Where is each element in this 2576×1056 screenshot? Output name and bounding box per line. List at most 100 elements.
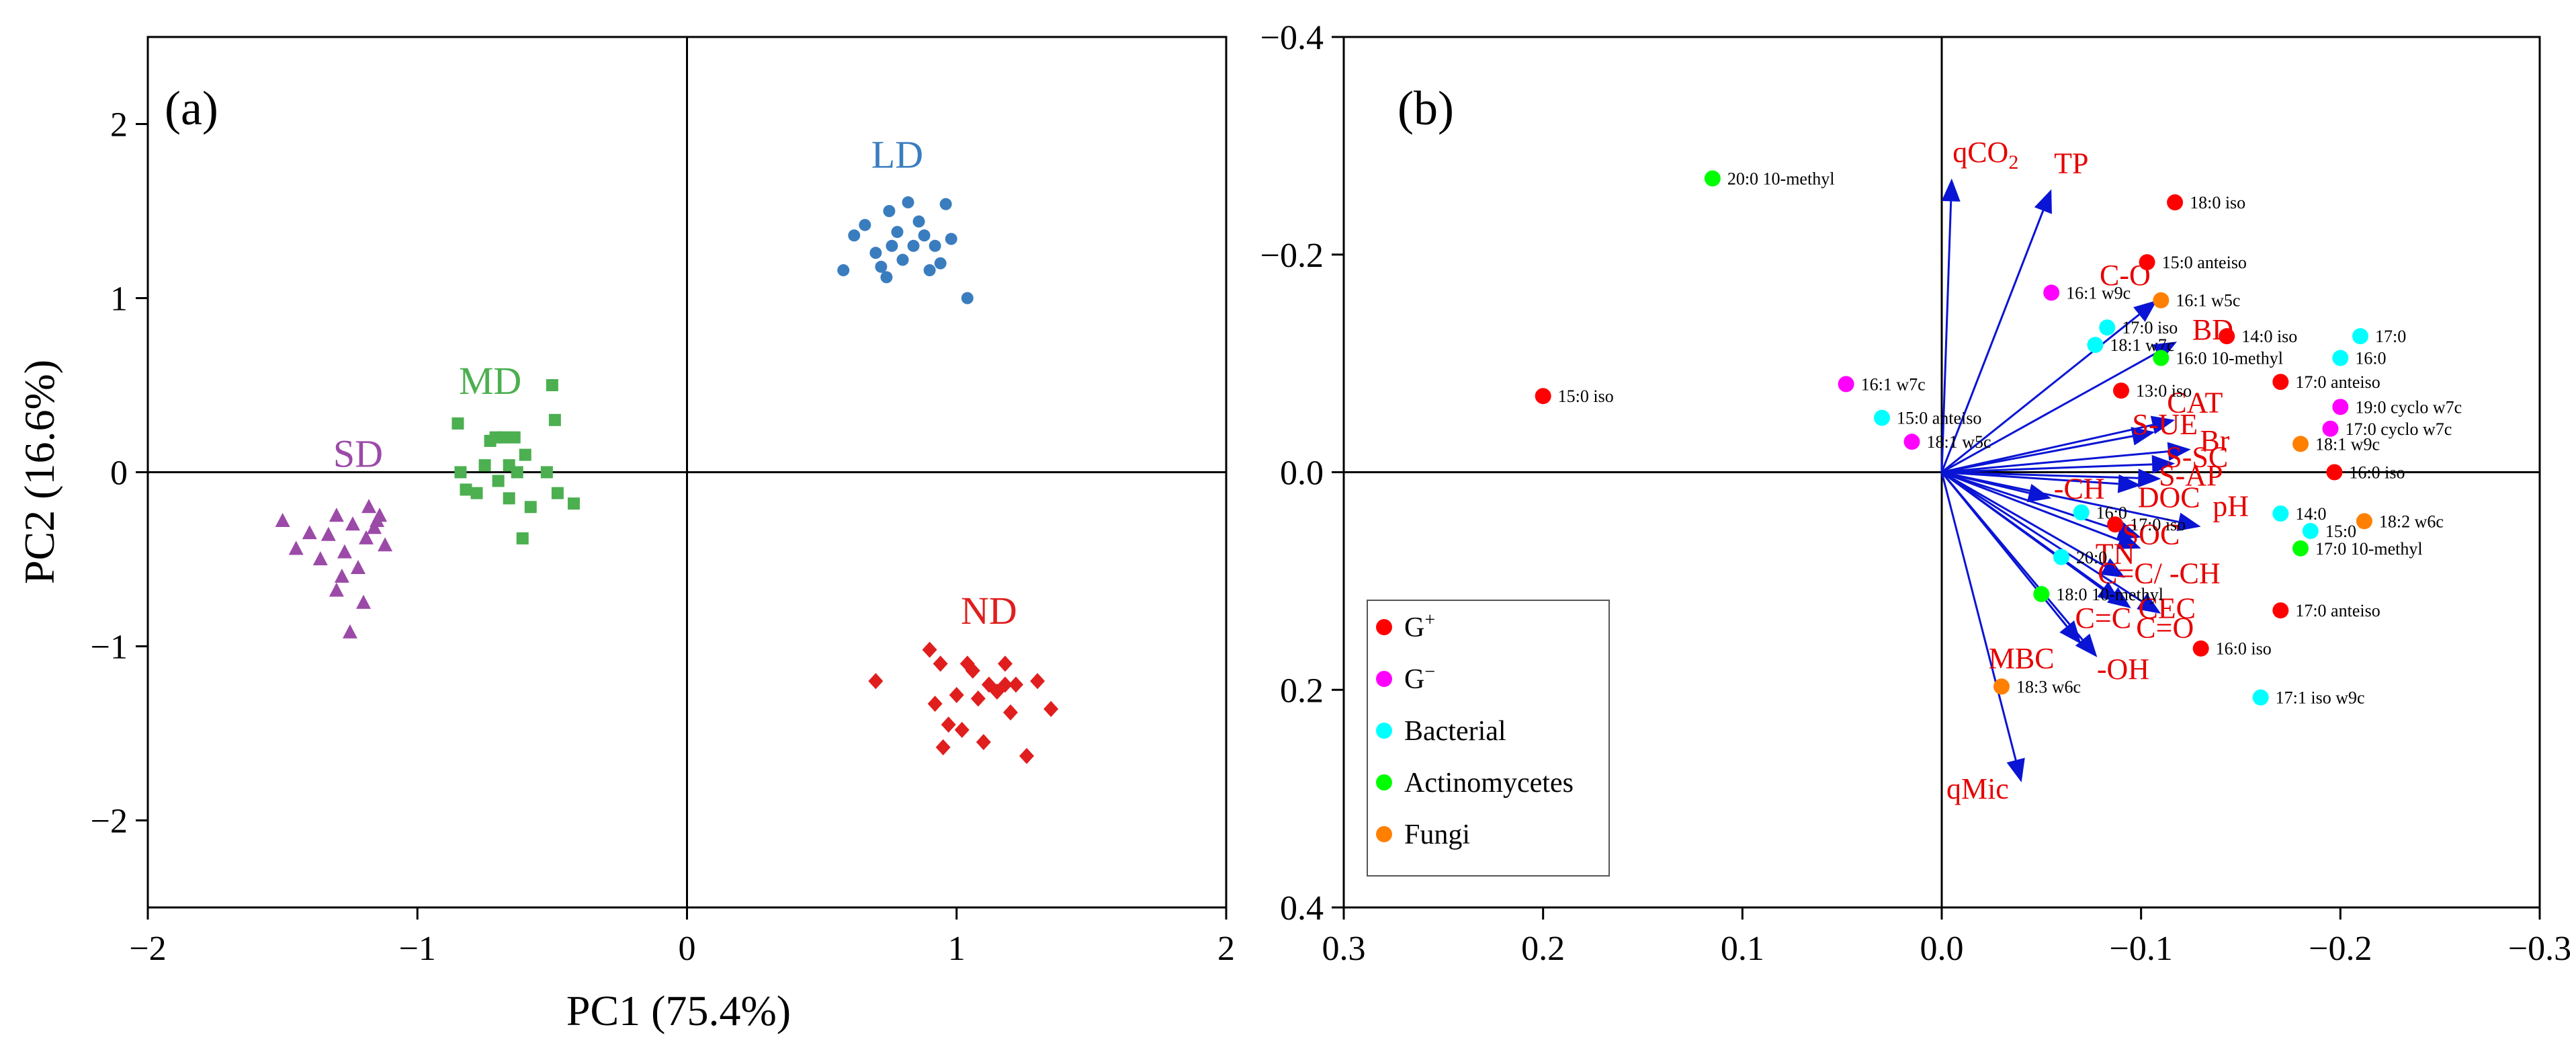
- point-nd: [941, 717, 956, 733]
- plfa-marker: [2107, 516, 2124, 533]
- point-sd: [342, 624, 357, 639]
- plfa-point-15-0-iso: 15:0 iso: [1535, 387, 1614, 406]
- point-ld: [934, 257, 947, 270]
- plfa-label: 20:0: [2076, 548, 2107, 567]
- point-ld: [837, 264, 850, 277]
- plfa-point-15-0-anteiso: 15:0 anteiso: [1874, 409, 1981, 428]
- x-tick-label: −0.2: [2309, 930, 2372, 968]
- vector-arrowhead: [2075, 633, 2098, 657]
- point-ld: [869, 247, 882, 259]
- point-md: [540, 466, 553, 479]
- legend-item-fungi: Fungi: [1376, 819, 1470, 850]
- vector-line: [1941, 471, 2118, 485]
- plfa-point-17-0-iso: 17:0 iso: [2107, 515, 2186, 534]
- vector-arrowhead: [1941, 178, 1961, 202]
- plfa-point-16-0-10-methyl: 16:0 10-methyl: [2153, 349, 2283, 368]
- plfa-point-20-0: 20:0: [2053, 548, 2107, 567]
- point-ld: [929, 239, 941, 252]
- point-md: [470, 487, 483, 499]
- x-tick-label: 0: [679, 930, 696, 968]
- point-nd: [1043, 700, 1059, 717]
- plfa-point-17-0-cyclo-w7c: 17:0 cyclo w7c: [2322, 419, 2452, 439]
- vector-arrowhead: [2107, 587, 2131, 608]
- plfa-marker: [2272, 602, 2289, 619]
- point-ld: [939, 198, 952, 210]
- vector-c-c: C=C: [1941, 471, 2131, 635]
- plfa-label: 18:3 w6c: [2016, 677, 2081, 696]
- point-ld: [848, 229, 861, 242]
- plfa-point-18-3-w6c: 18:3 w6c: [1993, 677, 2081, 696]
- point-md: [503, 459, 515, 472]
- panel-a-group-labels: LD MD SD ND: [333, 132, 1017, 633]
- plfa-marker: [2326, 464, 2343, 481]
- vector-label: TP: [2054, 147, 2088, 179]
- point-nd: [1003, 704, 1018, 721]
- point-md: [516, 532, 529, 544]
- vector-label: qCO2: [1952, 136, 2018, 173]
- vector-line: [1941, 463, 2153, 473]
- legend-label: Actinomycetes: [1404, 768, 1574, 799]
- point-ld: [880, 271, 893, 284]
- plfa-label: 20:0 10-methyl: [1727, 169, 1835, 188]
- vector-label: C=O: [2136, 612, 2194, 645]
- plfa-marker: [2219, 328, 2235, 345]
- point-nd: [1008, 676, 1024, 693]
- x-tick-label: −2: [129, 930, 166, 968]
- series-nd: [868, 641, 1059, 764]
- vector-arrowhead: [2167, 442, 2191, 461]
- vector-line: [1941, 471, 2106, 567]
- y-tick-label: 2: [110, 106, 128, 145]
- plfa-label: 18:0 10-methyl: [2056, 585, 2163, 604]
- plfa-point-15-0: 15:0: [2302, 522, 2356, 541]
- point-md: [548, 413, 561, 426]
- vector-oh: -OH: [1940, 471, 2149, 686]
- x-tick-label: −0.3: [2508, 930, 2571, 968]
- y-tick-label: 0.0: [1280, 454, 1324, 493]
- plfa-marker: [2087, 337, 2104, 354]
- plfa-label: 17:0 anteiso: [2295, 601, 2380, 620]
- plfa-label: 16:1 w9c: [2066, 283, 2131, 302]
- vector-line: [1941, 471, 2030, 494]
- panel-a-ticks: −2 −2 −1 −1 0 0 1 1 2 2: [91, 37, 1235, 968]
- vector-line: [1941, 471, 2120, 532]
- panel-a-points: [275, 196, 1059, 764]
- point-md: [503, 492, 515, 505]
- plfa-point-13-0-iso: 13:0 iso: [2113, 381, 2192, 401]
- plfa-label: 16:0 iso: [2216, 639, 2272, 659]
- plfa-label: 16:1 w7c: [1861, 374, 1926, 394]
- point-md: [551, 487, 564, 499]
- point-sd: [337, 544, 352, 559]
- panel-b-points: 20:0 10-methyl 18:0 iso 15:0 anteiso 16:1 w…: [1535, 169, 2462, 708]
- vector-arrowhead: [2100, 558, 2125, 578]
- plfa-label: 18:1 w5c: [1927, 432, 1991, 452]
- plfa-marker: [2073, 504, 2090, 521]
- point-nd: [997, 676, 1013, 693]
- point-sd: [350, 559, 366, 574]
- plfa-label: 15:0: [2325, 522, 2356, 541]
- point-sd: [329, 582, 344, 597]
- point-md: [492, 475, 505, 487]
- point-md: [567, 497, 580, 510]
- plfa-label: 15:0 iso: [1558, 387, 1614, 406]
- x-tick-label: 0.3: [1322, 930, 1366, 968]
- point-md: [478, 459, 491, 472]
- plfa-marker: [1874, 409, 1890, 426]
- plfa-marker: [2043, 284, 2060, 301]
- plfa-point-17-0-10-methyl: 17:0 10-methyl: [2292, 539, 2423, 559]
- plfa-marker: [2352, 328, 2368, 345]
- vector-soc: SOC: [1941, 471, 2180, 551]
- plfa-label: 17:0: [2375, 327, 2406, 346]
- plfa-marker: [2167, 194, 2184, 211]
- point-sd: [275, 513, 290, 528]
- vector-arrowhead: [2137, 469, 2161, 488]
- vector-arrowhead: [2034, 189, 2052, 214]
- plfa-point-17-0-anteiso: 17:0 anteiso: [2272, 372, 2380, 392]
- point-sd: [302, 525, 317, 540]
- panel-a-tag: (a): [165, 81, 218, 135]
- point-nd: [976, 733, 991, 750]
- plfa-label: 15:0 anteiso: [2162, 253, 2247, 272]
- vector-arrowhead: [2059, 620, 2081, 645]
- vector-arrowhead: [2150, 415, 2176, 434]
- panel-b-tag: (b): [1398, 81, 1454, 135]
- point-sd: [345, 516, 360, 531]
